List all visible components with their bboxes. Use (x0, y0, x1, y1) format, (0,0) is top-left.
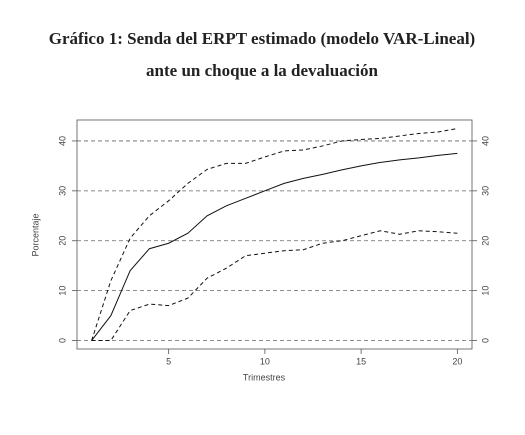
y2-tick-label: 20 (480, 236, 490, 246)
y-tick-label: 10 (57, 286, 67, 296)
y2-tick-label: 0 (480, 338, 490, 343)
y2-tick-label: 40 (480, 136, 490, 146)
x-tick-label: 5 (166, 356, 171, 366)
y2-tick-label: 10 (480, 286, 490, 296)
y-tick-label: 0 (57, 338, 67, 343)
y2-tick-label: 30 (480, 186, 490, 196)
x-tick-label: 15 (356, 356, 366, 366)
plot-frame (76, 119, 473, 350)
series-line (91, 230, 458, 342)
series-line (91, 127, 458, 341)
chart-subtitle: ante un choque a la devaluación (146, 61, 378, 80)
x-tick-label: 20 (452, 356, 462, 366)
chart-title: Gráfico 1: Senda del ERPT estimado (mode… (49, 29, 475, 48)
y-tick-label: 20 (57, 236, 67, 246)
y-tick-label: 40 (57, 136, 67, 146)
x-tick-label: 10 (260, 356, 270, 366)
y-axis-label: Porcentaje (30, 213, 40, 256)
y-tick-label: 30 (57, 186, 67, 196)
x-axis-label: Trimestres (243, 372, 286, 382)
series-line (91, 152, 458, 341)
